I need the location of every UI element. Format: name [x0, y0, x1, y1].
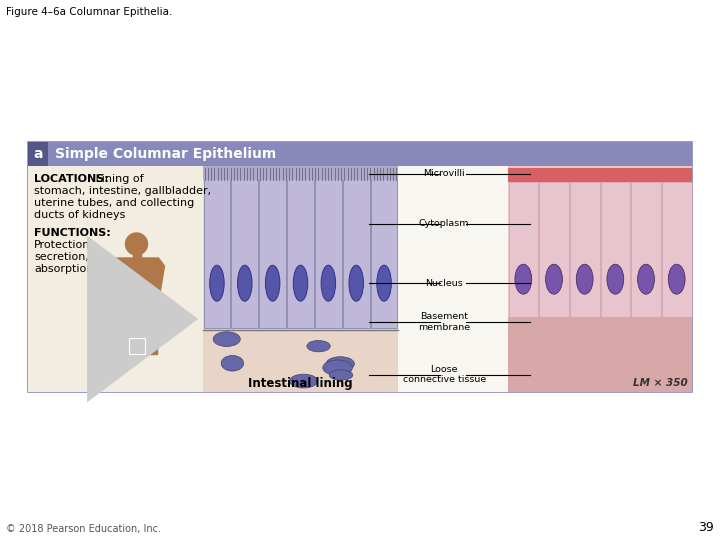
Text: ducts of kidneys: ducts of kidneys [34, 210, 125, 220]
Text: uterine tubes, and collecting: uterine tubes, and collecting [34, 198, 194, 208]
Bar [28, 142, 692, 166]
Text: Simple Columnar Epithelium: Simple Columnar Epithelium [55, 147, 276, 161]
Bar [508, 317, 692, 392]
Text: Cytoplasm: Cytoplasm [419, 219, 469, 228]
Ellipse shape [323, 360, 352, 375]
Text: FUNCTIONS:: FUNCTIONS: [34, 228, 111, 238]
Ellipse shape [329, 370, 353, 380]
Bar [570, 182, 600, 317]
Text: LOCATIONS:: LOCATIONS: [34, 174, 109, 184]
Text: Protection,: Protection, [34, 240, 94, 250]
Ellipse shape [293, 265, 307, 301]
Text: secretion,: secretion, [34, 252, 89, 262]
Bar [132, 244, 140, 258]
Ellipse shape [213, 332, 240, 347]
Bar [28, 142, 48, 166]
Bar [343, 168, 369, 328]
Text: 39: 39 [698, 521, 714, 534]
Ellipse shape [349, 265, 364, 301]
Ellipse shape [307, 341, 330, 352]
Polygon shape [109, 258, 164, 314]
Text: Nucleus: Nucleus [426, 279, 463, 288]
Bar [203, 166, 398, 180]
Bar [203, 166, 398, 392]
Bar [287, 168, 314, 328]
Text: absorption: absorption [34, 264, 94, 274]
Ellipse shape [122, 328, 151, 356]
Text: Intestinal lining: Intestinal lining [248, 377, 353, 390]
Bar [508, 182, 538, 317]
Circle shape [125, 233, 148, 255]
Text: LM × 350: LM × 350 [634, 378, 688, 388]
Ellipse shape [515, 264, 532, 294]
Ellipse shape [321, 265, 336, 301]
Bar [231, 168, 258, 328]
Ellipse shape [576, 264, 593, 294]
Text: Basement
membrane: Basement membrane [418, 312, 470, 332]
Bar [28, 166, 203, 392]
Bar [600, 182, 630, 317]
Text: Lining of: Lining of [92, 174, 143, 184]
Bar [662, 182, 691, 317]
Ellipse shape [546, 264, 562, 294]
Text: Loose
connective tissue: Loose connective tissue [402, 365, 486, 384]
Text: a: a [33, 147, 42, 161]
Ellipse shape [289, 374, 318, 388]
Ellipse shape [638, 264, 654, 294]
Text: Figure 4–6a Columnar Epithelia.: Figure 4–6a Columnar Epithelia. [6, 7, 172, 17]
Bar [315, 168, 342, 328]
Bar [371, 168, 397, 328]
Bar [128, 338, 145, 354]
Bar [539, 182, 569, 317]
Bar [203, 330, 398, 392]
Bar [117, 314, 156, 354]
Bar [398, 166, 508, 392]
Ellipse shape [377, 265, 391, 301]
Bar [631, 182, 661, 317]
Bar [508, 166, 692, 392]
Bar [28, 142, 692, 392]
Ellipse shape [221, 355, 243, 371]
Ellipse shape [326, 357, 354, 371]
Ellipse shape [210, 265, 224, 301]
Text: stomach, intestine, gallbladder,: stomach, intestine, gallbladder, [34, 186, 211, 196]
Ellipse shape [238, 265, 252, 301]
Ellipse shape [668, 264, 685, 294]
Text: Microvilli: Microvilli [423, 170, 465, 179]
Ellipse shape [266, 265, 280, 301]
Text: © 2018 Pearson Education, Inc.: © 2018 Pearson Education, Inc. [6, 524, 161, 534]
Bar [204, 168, 230, 328]
Bar [508, 168, 692, 182]
Bar [259, 168, 286, 328]
Ellipse shape [607, 264, 624, 294]
